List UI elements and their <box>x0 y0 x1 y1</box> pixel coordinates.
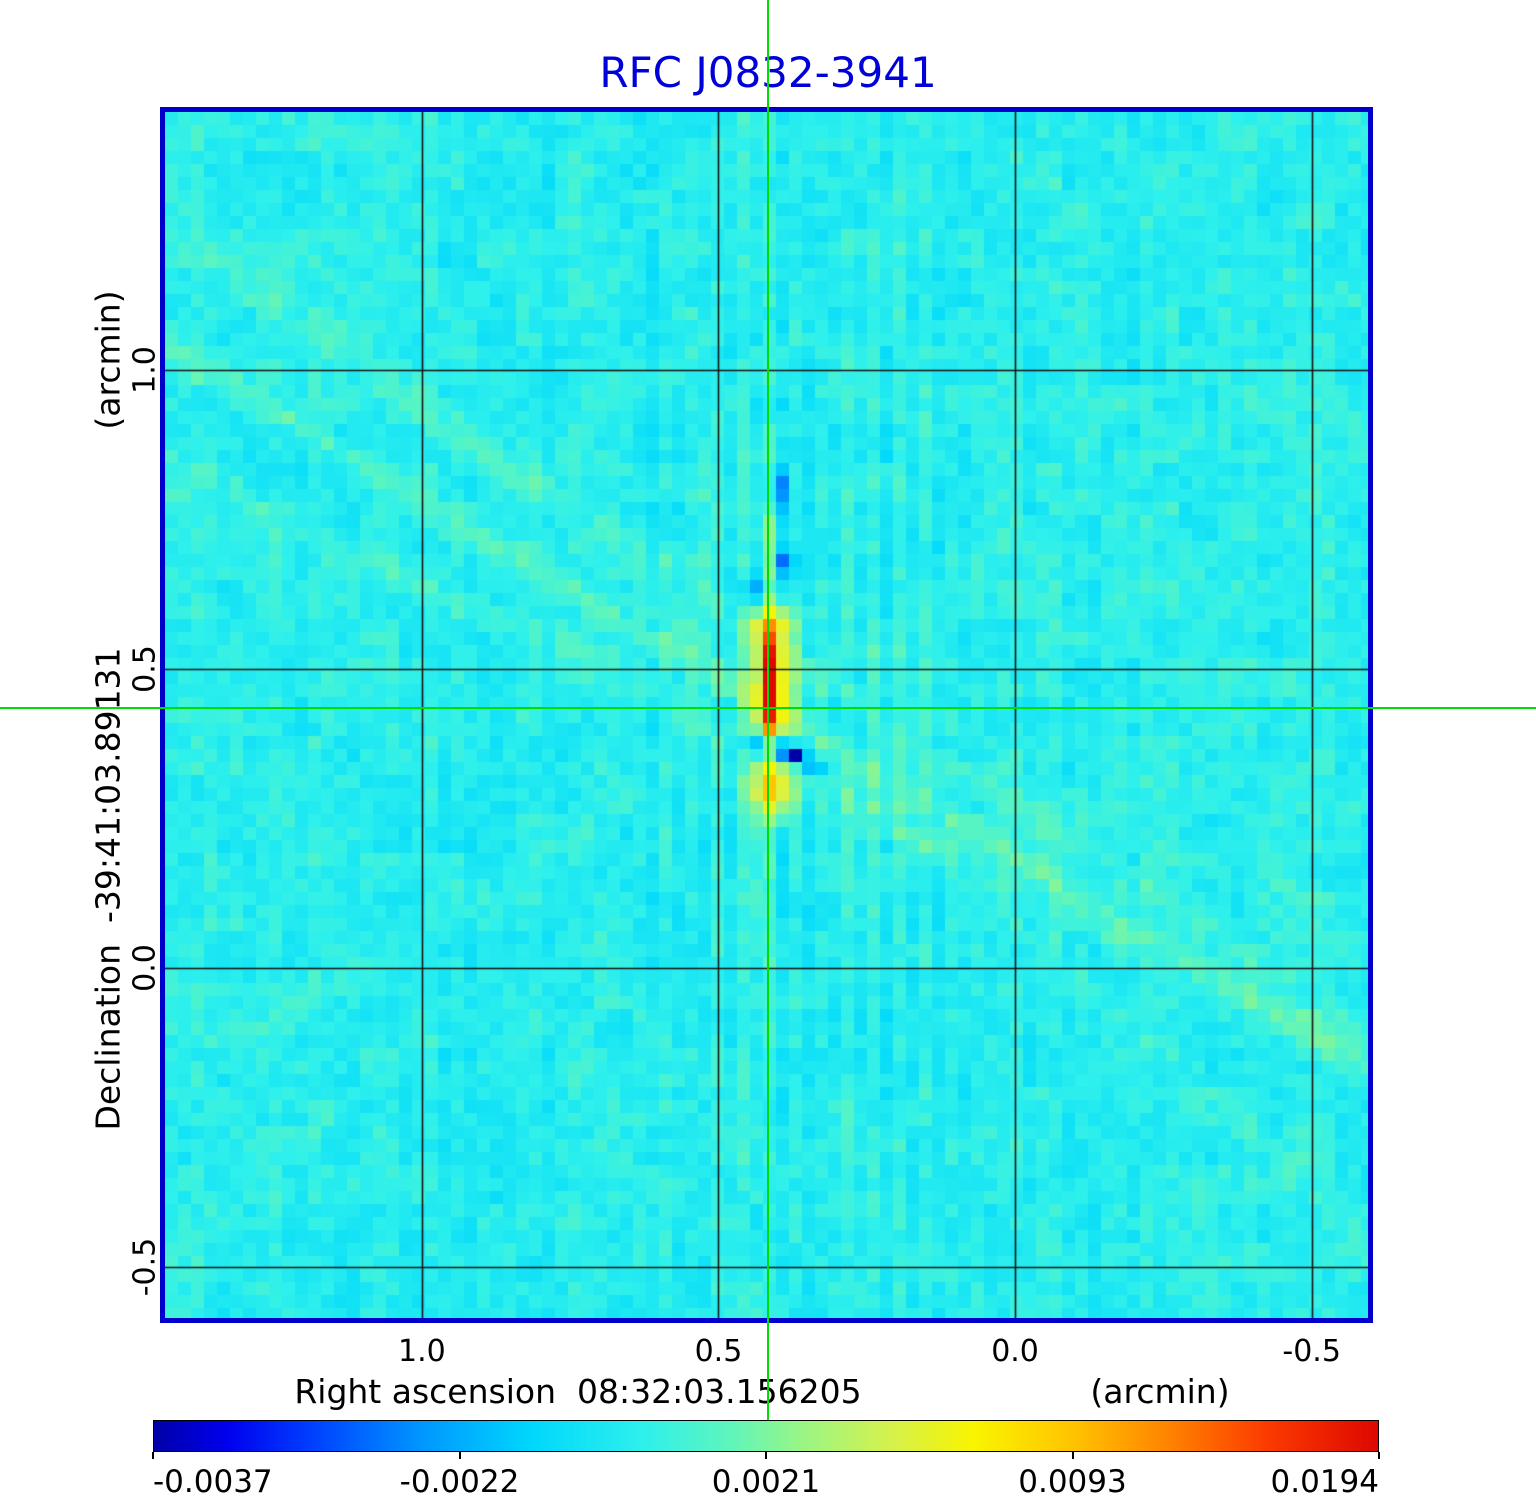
y-tick-label: 0.5 <box>127 645 163 693</box>
sky-map-canvas <box>165 112 1368 1318</box>
y-tick-label: 0.0 <box>127 944 163 992</box>
x-tick-label: 0.0 <box>991 1334 1039 1369</box>
colorbar-tick-label: -0.0022 <box>399 1464 520 1500</box>
colorbar-tick-label: 0.0093 <box>1018 1464 1127 1500</box>
colorbar-tick-label: 0.0194 <box>1270 1464 1379 1500</box>
y-axis-title: Declination -39:41:03.89131 <box>88 647 128 1131</box>
colorbar-gradient <box>153 1420 1379 1452</box>
colorbar-tick-label: 0.0021 <box>711 1464 821 1500</box>
x-tick-label: 0.5 <box>694 1334 743 1369</box>
x-tick-label: 1.0 <box>397 1334 446 1369</box>
x-axis-unit-label: (arcmin) <box>1090 1372 1230 1411</box>
colorbar-tick-label: -0.0037 <box>153 1464 273 1500</box>
colorbar-tick <box>1378 1452 1380 1459</box>
y-tick-label: -0.5 <box>127 1237 163 1297</box>
x-axis-title: Right ascension 08:32:03.156205 <box>294 1372 862 1411</box>
x-tick-label: -0.5 <box>1282 1334 1341 1369</box>
colorbar-tick <box>765 1452 767 1459</box>
colorbar-tick <box>152 1452 154 1459</box>
colorbar-tick <box>1071 1452 1074 1459</box>
colorbar-tick <box>458 1452 461 1459</box>
crosshair-horizontal-line <box>0 706 1536 709</box>
crosshair-vertical-line <box>766 0 769 1420</box>
plot-frame <box>160 107 1373 1323</box>
y-axis-unit-label: (arcmin) <box>88 290 128 430</box>
y-tick-label: 1.0 <box>127 345 163 394</box>
